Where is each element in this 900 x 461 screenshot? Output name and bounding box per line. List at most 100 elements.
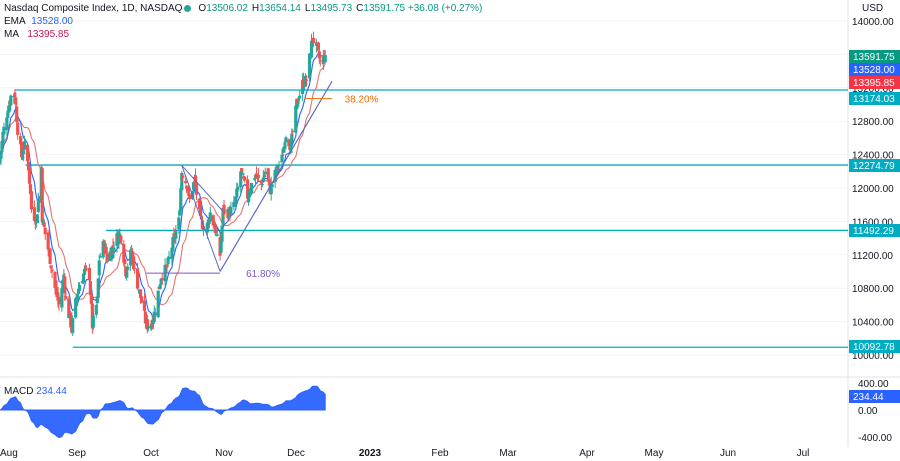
candle-body [225, 210, 229, 212]
candle-body [213, 224, 217, 233]
fib-618-label: 61.80% [246, 269, 280, 280]
candle-body [283, 145, 287, 147]
candle [22, 135, 27, 155]
candle-body [215, 234, 219, 237]
ma-label: MA [4, 29, 19, 40]
candle-body [200, 221, 205, 229]
candle-body [143, 311, 148, 324]
candle [133, 266, 137, 274]
candle-body [197, 198, 202, 209]
candle-body [239, 171, 243, 188]
candle [0, 150, 3, 166]
candle-body [138, 289, 143, 298]
candle-body [6, 113, 10, 118]
candle [208, 206, 212, 225]
candle [235, 182, 239, 201]
candle-body [277, 165, 281, 167]
candle [117, 229, 121, 249]
candle-body [55, 286, 59, 298]
candle-body [254, 173, 259, 179]
candle-body [130, 251, 134, 253]
candle-body [122, 243, 126, 263]
candle-body [49, 265, 53, 269]
candle [111, 238, 115, 254]
candle-body [180, 172, 184, 191]
price-badge: 10092.78 [849, 340, 900, 353]
candle-body [87, 267, 92, 280]
price-badge: 13591.75 [849, 50, 900, 63]
candle [167, 250, 171, 262]
candle-body [307, 53, 312, 79]
candle [160, 272, 164, 285]
ema-value: 13528.00 [31, 16, 73, 27]
candle-body [63, 276, 67, 294]
candle [177, 212, 181, 234]
candle-body [20, 155, 25, 159]
ma-value: 13395.85 [27, 29, 70, 40]
candle-body [156, 290, 160, 318]
candle-body [303, 85, 307, 87]
candle [13, 89, 17, 99]
candle [27, 166, 32, 187]
candle-body [222, 204, 226, 215]
candle-body [170, 247, 174, 259]
candle [263, 167, 267, 176]
candle [222, 199, 226, 222]
candle-body [13, 93, 17, 97]
ma-legend[interactable]: MA 13395.85 [4, 29, 69, 40]
low-value: 13495.73 [310, 3, 353, 14]
candle [129, 246, 133, 272]
candle-body [219, 241, 223, 253]
candle [20, 150, 25, 160]
candle-body [35, 214, 39, 224]
candle-body [318, 60, 322, 62]
candle-body [246, 179, 250, 199]
candle-body [97, 260, 101, 276]
candle-body [15, 106, 19, 122]
candle [156, 290, 160, 319]
candle [309, 33, 314, 59]
candle-body [188, 193, 192, 199]
candle-body [263, 171, 267, 175]
candle-body [229, 207, 233, 215]
candle [213, 221, 217, 236]
ema-legend[interactable]: EMA 13528.00 [4, 16, 73, 27]
candle-body [187, 187, 191, 191]
candle-body [281, 154, 285, 156]
candle-body [32, 207, 36, 221]
candle-body [153, 313, 157, 316]
time-axis-label: Apr [579, 448, 595, 459]
price-badge-bg [849, 50, 900, 63]
candle-body [77, 288, 81, 294]
macd-tick-label: 400.00 [858, 379, 889, 390]
candle-body [233, 203, 237, 205]
low-label: L [304, 3, 311, 14]
candle-body [240, 168, 244, 173]
candle-body [280, 154, 284, 163]
price-badge-label: 12274.79 [853, 161, 895, 172]
candle-body [74, 298, 78, 318]
candle-body [309, 40, 314, 58]
price-badge-bg [849, 92, 900, 105]
candle-body [282, 146, 286, 153]
candle-body [181, 175, 185, 178]
time-axis: Aug Sep Oct Nov Dec 2023 Feb Mar Apr May Jun Jul [0, 448, 809, 459]
candle-body [43, 227, 47, 235]
macd-legend[interactable]: MACD 234.44 [4, 386, 67, 397]
symbol-legend[interactable]: Nasdaq Composite Index, 1D, NASDAQ O13506… [4, 3, 482, 14]
candle [280, 148, 284, 169]
candle-body [221, 207, 225, 225]
candle [239, 167, 243, 195]
time-axis-label: Nov [215, 448, 233, 459]
price-badge-bg [849, 390, 900, 403]
candle [42, 219, 46, 228]
candle-body [76, 294, 80, 301]
price-tick-label: 14000.00 [852, 17, 894, 28]
candle-body [298, 95, 302, 99]
candle-body [262, 175, 266, 178]
candle-body [266, 168, 270, 181]
price-badge: 13528.00 [849, 63, 900, 76]
candle-body [42, 222, 46, 227]
price-tick-label: 12000.00 [852, 184, 894, 195]
